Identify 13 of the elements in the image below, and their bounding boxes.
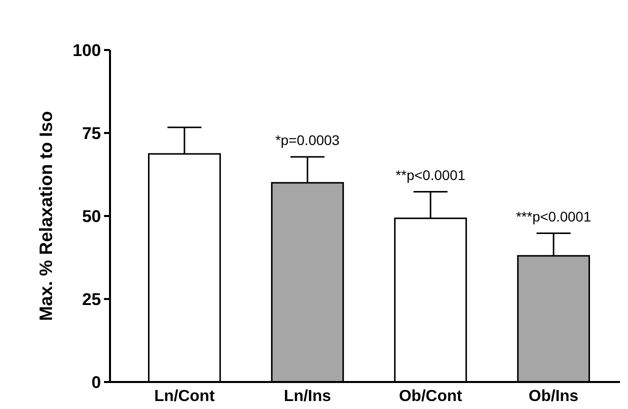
x-tick-label: Ob/Ins [528, 388, 579, 405]
y-axis-title: Max. % Relaxation to Iso [36, 110, 56, 322]
annotation: **p<0.0001 [396, 166, 466, 183]
annotation: *p=0.0003 [275, 132, 340, 148]
y-tick-label: 100 [72, 40, 101, 60]
y-tick-label: 75 [82, 124, 101, 143]
x-tick-label: Ob/Cont [398, 388, 463, 405]
y-tick-label: 50 [82, 206, 101, 226]
annotation: ***p<0.0001 [516, 208, 592, 224]
y-tick-label: 0 [92, 372, 101, 392]
x-tick-label: Ln/Ins [284, 388, 332, 405]
x-tick-label: Ln/Cont [154, 388, 216, 405]
y-tick-label: 25 [82, 290, 101, 309]
